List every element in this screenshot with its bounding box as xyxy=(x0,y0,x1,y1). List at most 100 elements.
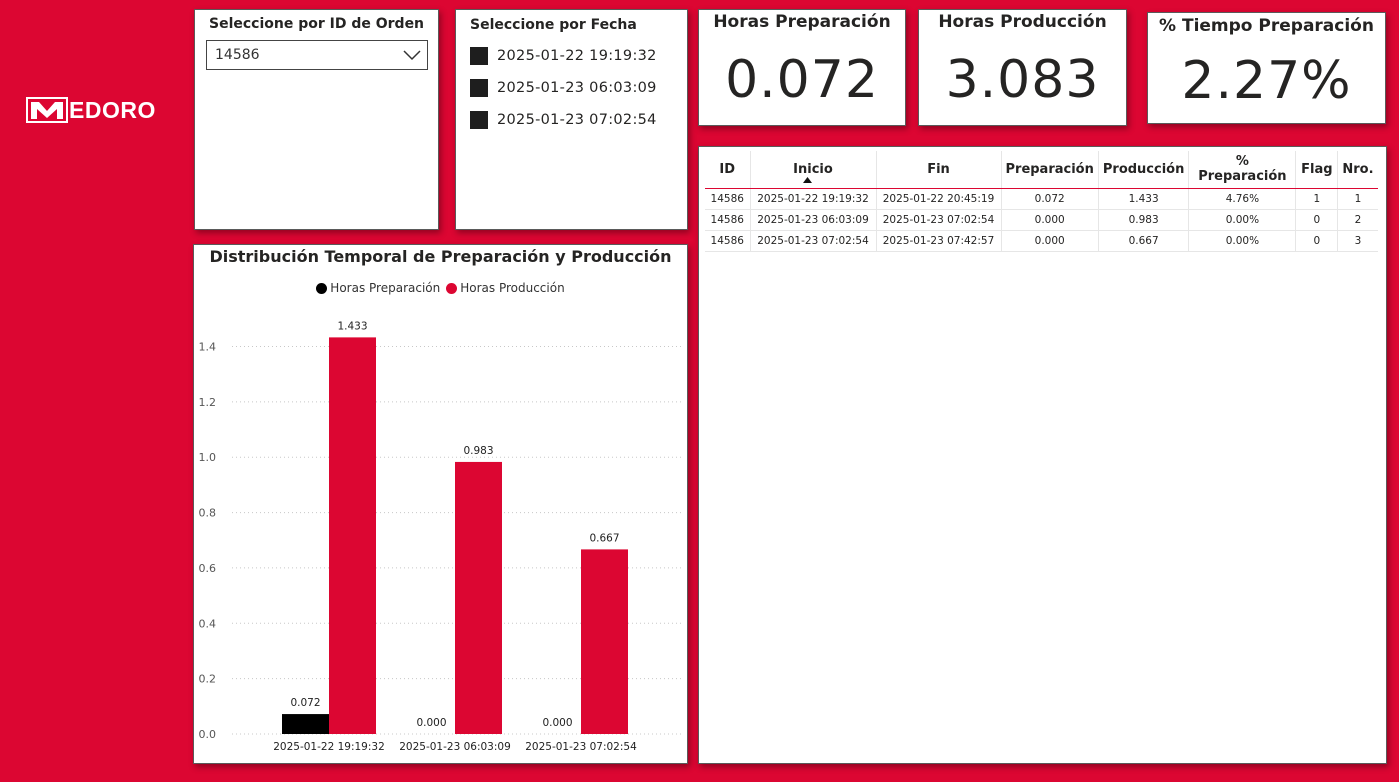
bar-chart: 0.0 0.2 0.4 0.6 0.8 1.0 1.2 1.4 0.072 1.433 2025-0… xyxy=(199,320,682,753)
kpi-card-tiempo-preparacion: % Tiempo Preparación 2.27% xyxy=(1147,12,1386,124)
kpi-title: Horas Preparación xyxy=(713,12,891,32)
brand-logo: EDORO xyxy=(26,97,156,123)
cell-nro: 3 xyxy=(1337,230,1378,252)
legend-item-preparacion[interactable]: Horas Preparación xyxy=(316,281,440,295)
kpi-card-horas-produccion: Horas Producción 3.083 xyxy=(918,9,1127,126)
x-tick-label: 2025-01-23 07:02:54 xyxy=(525,741,637,753)
cell-id: 14586 xyxy=(705,209,751,231)
date-option[interactable]: 2025-01-22 19:19:32 xyxy=(470,40,657,72)
bar-produccion xyxy=(581,549,628,734)
data-label: 1.433 xyxy=(337,320,367,332)
order-id-dropdown[interactable]: 14586 xyxy=(206,40,428,70)
kpi-title: Horas Producción xyxy=(938,12,1107,32)
table-row[interactable]: 14586 2025-01-23 06:03:09 2025-01-23 07:… xyxy=(705,209,1378,231)
cell-produccion: 0.983 xyxy=(1098,209,1190,231)
y-tick-label: 0.0 xyxy=(199,728,217,741)
chart-legend: Horas Preparación Horas Producción xyxy=(194,281,687,295)
kpi-value: 2.27% xyxy=(1181,51,1352,111)
col-header-flag[interactable]: Flag xyxy=(1295,151,1339,189)
col-header-label: Inicio xyxy=(793,161,833,177)
chevron-down-icon xyxy=(403,50,421,61)
cell-flag: 0 xyxy=(1295,230,1339,252)
sort-asc-icon xyxy=(802,176,812,183)
cell-inicio: 2025-01-23 07:02:54 xyxy=(750,230,877,252)
checkbox[interactable] xyxy=(470,47,488,65)
bar-produccion xyxy=(455,461,502,734)
cell-preparacion: 0.072 xyxy=(1001,188,1099,210)
x-tick-label: 2025-01-23 06:03:09 xyxy=(399,741,511,753)
kpi-value: 3.083 xyxy=(945,50,1100,110)
bar-preparacion xyxy=(282,714,329,734)
x-tick-label: 2025-01-22 19:19:32 xyxy=(273,741,385,753)
kpi-card-horas-preparacion: Horas Preparación 0.072 xyxy=(698,9,906,126)
cell-pct-preparacion: 4.76% xyxy=(1188,188,1297,210)
legend-dot xyxy=(446,282,458,294)
legend-item-produccion[interactable]: Horas Producción xyxy=(446,281,565,295)
col-header-preparacion[interactable]: Preparación xyxy=(1001,151,1099,189)
table-card: ID Inicio Fin Preparación Producción % P… xyxy=(698,146,1387,764)
cell-fin: 2025-01-23 07:02:54 xyxy=(876,209,1002,231)
cell-preparacion: 0.000 xyxy=(1001,209,1099,231)
cell-id: 14586 xyxy=(705,230,751,252)
order-slicer-title: Seleccione por ID de Orden xyxy=(209,16,425,32)
y-tick-label: 0.8 xyxy=(199,507,217,520)
cell-pct-preparacion: 0.00% xyxy=(1188,230,1297,252)
cell-pct-preparacion: 0.00% xyxy=(1188,209,1297,231)
y-tick-label: 0.2 xyxy=(199,673,217,686)
cell-fin: 2025-01-22 20:45:19 xyxy=(876,188,1002,210)
cell-inicio: 2025-01-23 06:03:09 xyxy=(750,209,877,231)
col-header-inicio[interactable]: Inicio xyxy=(750,151,877,189)
cell-fin: 2025-01-23 07:42:57 xyxy=(876,230,1002,252)
table-row[interactable]: 14586 2025-01-22 19:19:32 2025-01-22 20:… xyxy=(705,188,1378,210)
data-label: 0.000 xyxy=(416,717,446,729)
table-row[interactable]: 14586 2025-01-23 07:02:54 2025-01-23 07:… xyxy=(705,230,1378,252)
data-table: ID Inicio Fin Preparación Producción % P… xyxy=(705,151,1378,252)
col-header-produccion[interactable]: Producción xyxy=(1098,151,1190,189)
checkbox[interactable] xyxy=(470,111,488,129)
date-option-label: 2025-01-23 07:02:54 xyxy=(497,112,657,128)
y-tick-label: 1.0 xyxy=(199,451,217,464)
date-slicer: Seleccione por Fecha 2025-01-22 19:19:32… xyxy=(455,9,688,230)
cell-produccion: 1.433 xyxy=(1098,188,1190,210)
date-option-label: 2025-01-22 19:19:32 xyxy=(497,48,657,64)
cell-preparacion: 0.000 xyxy=(1001,230,1099,252)
cell-nro: 1 xyxy=(1337,188,1378,210)
y-tick-label: 1.4 xyxy=(199,341,217,354)
date-option-label: 2025-01-23 06:03:09 xyxy=(497,80,657,96)
date-list: 2025-01-22 19:19:32 2025-01-23 06:03:09 … xyxy=(470,40,657,136)
cell-flag: 0 xyxy=(1295,209,1339,231)
kpi-value: 0.072 xyxy=(725,50,879,110)
date-slicer-title: Seleccione por Fecha xyxy=(470,17,637,33)
legend-dot xyxy=(316,282,328,294)
chart-card: Distribución Temporal de Preparación y P… xyxy=(193,244,688,764)
cell-produccion: 0.667 xyxy=(1098,230,1190,252)
data-label: 0.000 xyxy=(542,717,572,729)
order-id-selected: 14586 xyxy=(215,47,260,63)
order-id-slicer: Seleccione por ID de Orden 14586 xyxy=(194,9,439,230)
bar-produccion xyxy=(329,337,376,734)
checkbox[interactable] xyxy=(470,79,488,97)
legend-label: Horas Preparación xyxy=(330,281,441,295)
y-tick-label: 1.2 xyxy=(199,396,217,409)
col-header-nro[interactable]: Nro. xyxy=(1337,151,1378,189)
y-tick-label: 0.6 xyxy=(199,562,217,575)
chart-title: Distribución Temporal de Preparación y P… xyxy=(209,247,672,266)
table-header-row: ID Inicio Fin Preparación Producción % P… xyxy=(705,151,1378,189)
date-option[interactable]: 2025-01-23 06:03:09 xyxy=(470,72,657,104)
date-option[interactable]: 2025-01-23 07:02:54 xyxy=(470,104,657,136)
logo-text: EDORO xyxy=(69,96,156,123)
logo-m-icon xyxy=(26,97,68,123)
data-label: 0.072 xyxy=(290,697,320,709)
cell-flag: 1 xyxy=(1295,188,1339,210)
cell-id: 14586 xyxy=(705,188,751,210)
data-label: 0.983 xyxy=(463,445,493,457)
data-label: 0.667 xyxy=(589,532,619,544)
col-header-pct-preparacion[interactable]: % Preparación xyxy=(1188,151,1297,189)
cell-inicio: 2025-01-22 19:19:32 xyxy=(750,188,877,210)
kpi-title: % Tiempo Preparación xyxy=(1159,16,1374,36)
cell-nro: 2 xyxy=(1337,209,1378,231)
legend-label: Horas Producción xyxy=(460,281,565,295)
y-tick-label: 0.4 xyxy=(199,617,217,630)
col-header-fin[interactable]: Fin xyxy=(876,151,1002,189)
col-header-id[interactable]: ID xyxy=(705,151,751,189)
